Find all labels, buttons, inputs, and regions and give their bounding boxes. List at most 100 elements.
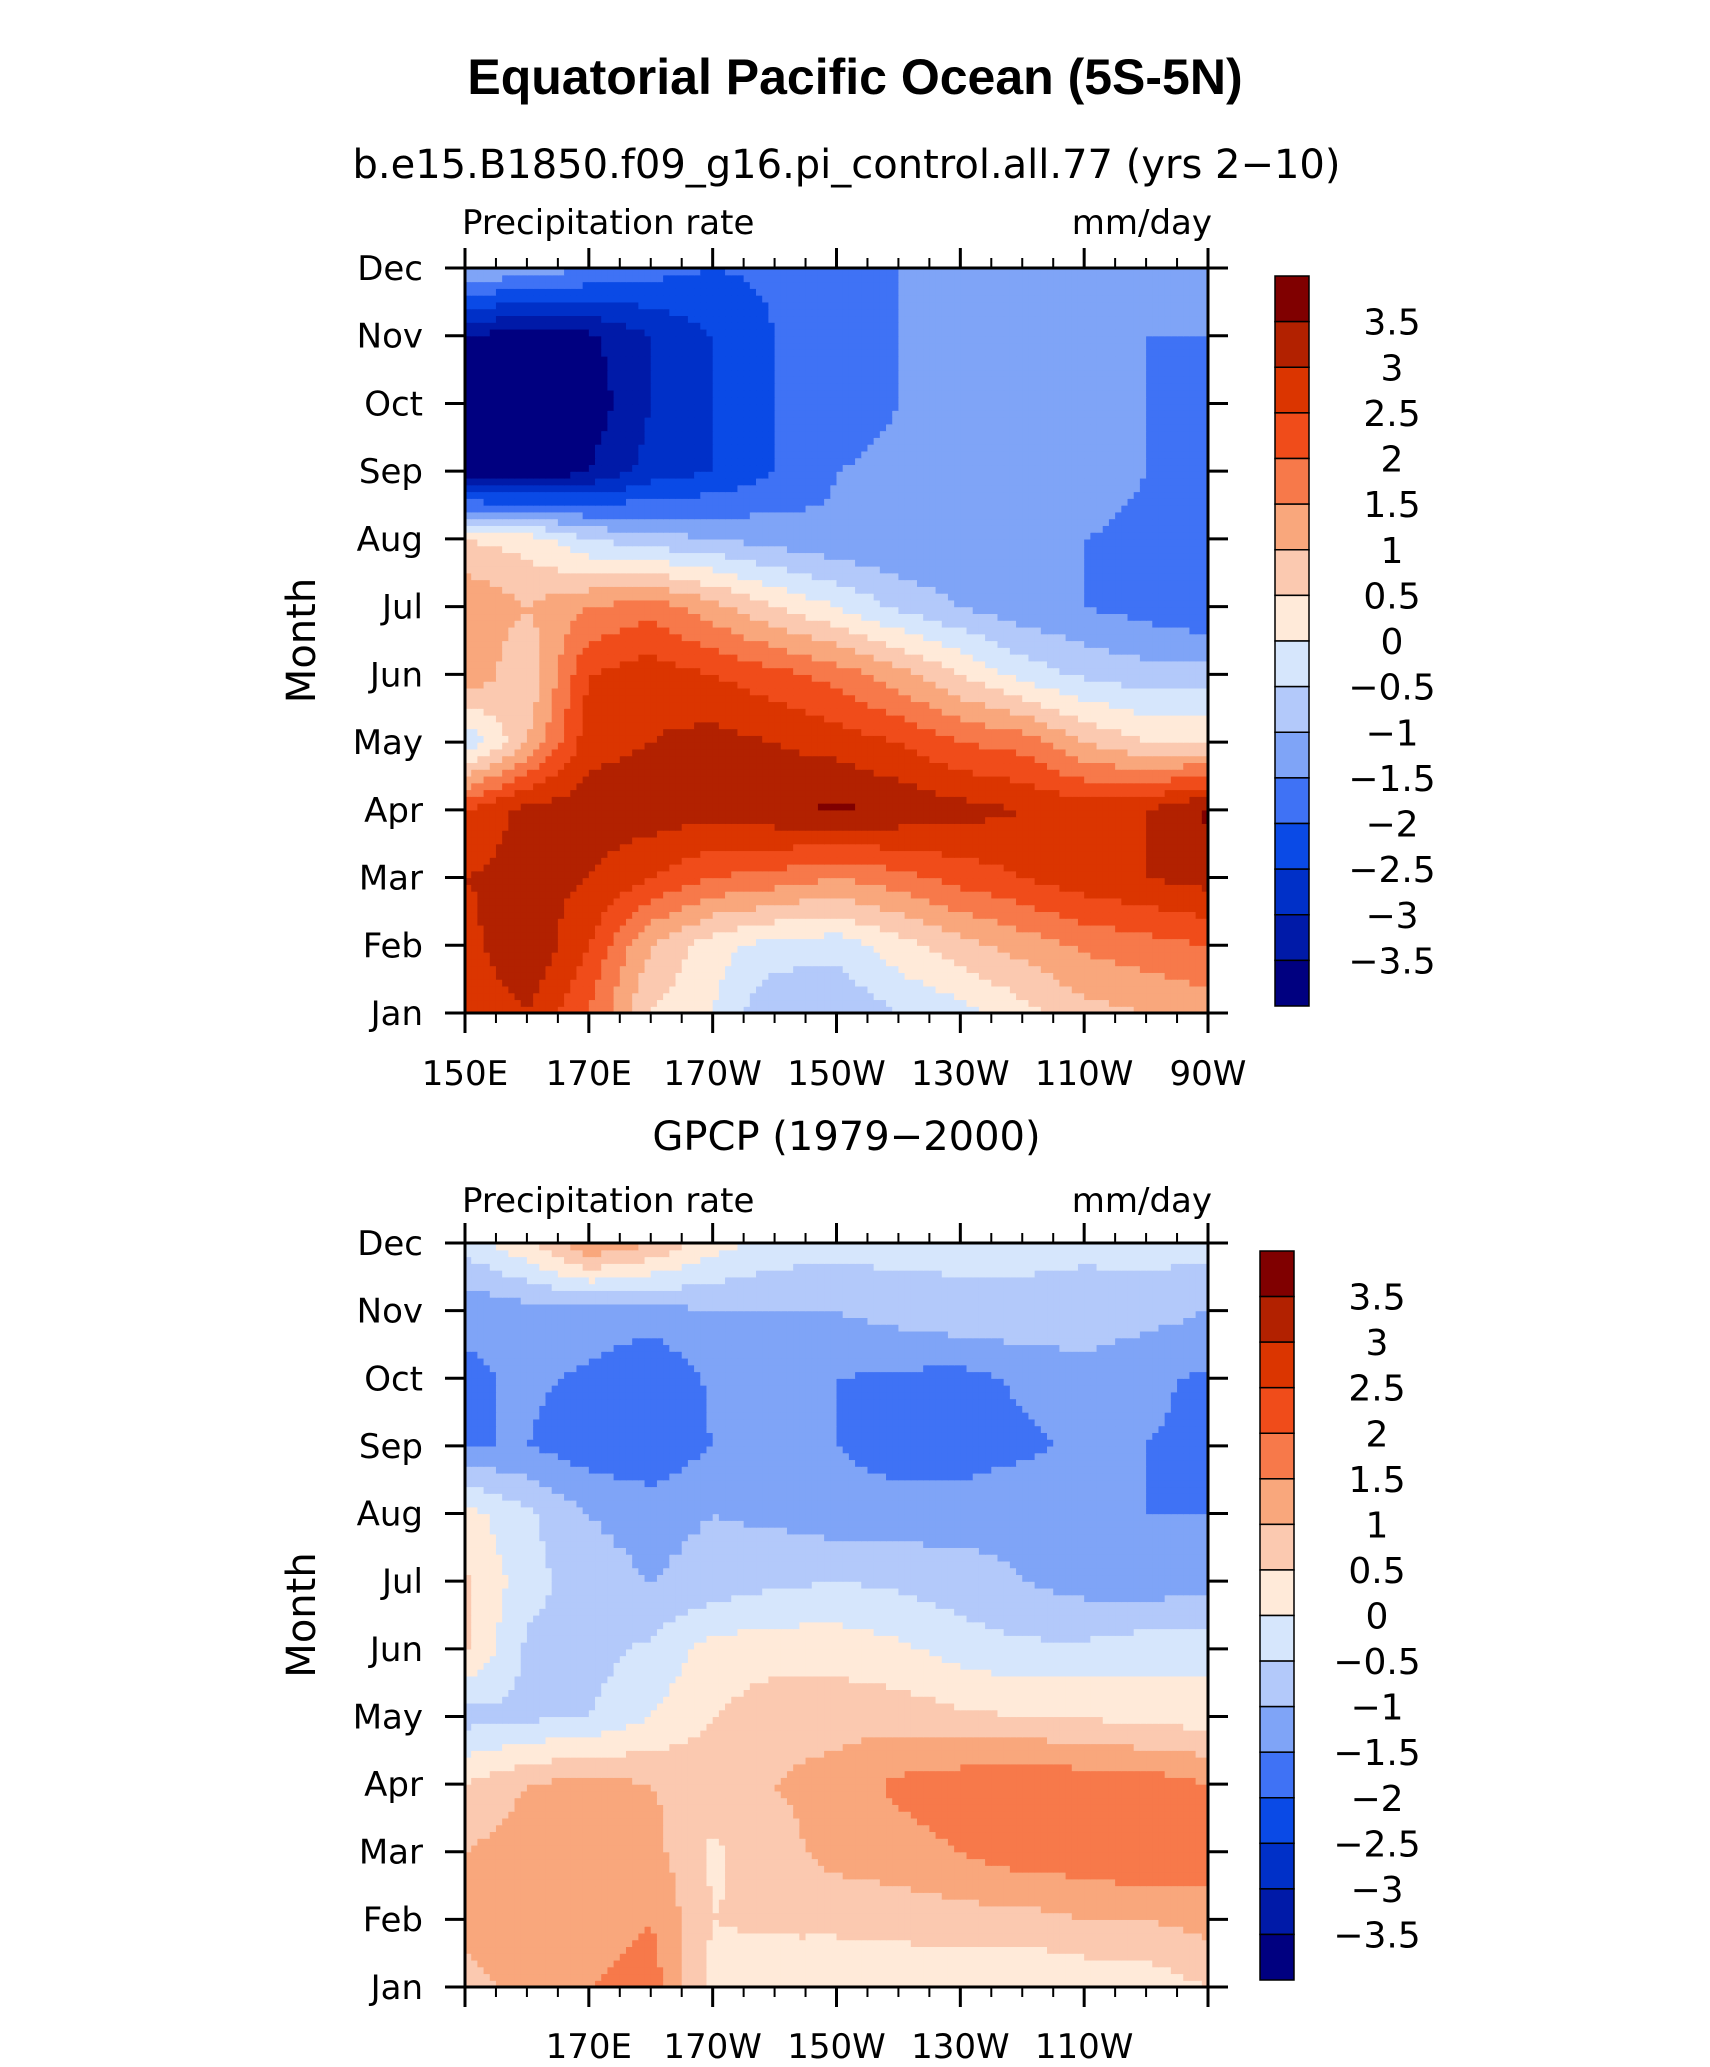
field-cell [1196,884,1203,891]
field-cell [1035,803,1042,810]
field-cell [508,742,515,749]
field-cell [812,810,819,817]
field-cell [799,857,806,864]
field-cell [719,857,726,864]
field-cell [1109,762,1116,769]
field-cell [484,850,491,857]
field-cell [576,972,583,979]
field-cell [1084,871,1091,878]
field-cell [960,959,967,966]
field-cell [1022,749,1029,756]
field-cell [1183,891,1190,898]
field-cell [725,932,732,939]
field-cell [917,932,924,939]
field-cell [911,999,918,1006]
field-cell [1128,844,1135,851]
field-cell [1066,823,1073,830]
field-cell [1097,891,1104,898]
field-cell [1041,837,1048,844]
field-cell [583,945,590,952]
field-cell [1090,918,1097,925]
field-cell [1047,898,1054,905]
field-cell [1171,817,1178,824]
field-cell [762,918,769,925]
field-cell [502,939,509,946]
field-cell [799,844,806,851]
field-cell [874,925,881,932]
field-cell [905,735,912,742]
field-cell [1066,742,1073,749]
field-cell [626,979,633,986]
field-cell [632,898,639,905]
field-cell [793,993,800,1000]
field-cell [923,850,930,857]
field-cell [676,830,683,837]
field-cell [1090,891,1097,898]
field-cell [533,884,540,891]
field-cell [781,742,788,749]
field-cell [880,837,887,844]
field-cell [979,844,986,851]
field-cell [799,742,806,749]
field-cell [1053,959,1060,966]
field-cell [824,972,831,979]
field-cell [1072,898,1079,905]
field-cell [626,817,633,824]
field-cell [1097,959,1104,966]
field-cell [539,864,546,871]
field-cell [545,898,552,905]
field-cell [552,850,559,857]
field-cell [768,959,775,966]
field-cell [923,837,930,844]
field-cell [1072,999,1079,1006]
field-cell [799,803,806,810]
field-cell [1072,796,1079,803]
field-cell [669,945,676,952]
field-cell [849,871,856,878]
field-cell [719,769,726,776]
field-cell [812,918,819,925]
field-cell [1035,959,1042,966]
field-cell [576,864,583,871]
field-cell [954,911,961,918]
field-cell [861,999,868,1006]
field-cell [942,776,949,783]
field-cell [880,857,887,864]
field-cell [731,817,738,824]
field-cell [867,803,874,810]
field-cell [1177,918,1184,925]
field-cell [638,911,645,918]
field-cell [812,857,819,864]
field-cell [737,817,744,824]
field-cell [1066,945,1073,952]
field-cell [1134,891,1141,898]
field-cell [898,749,905,756]
field-cell [997,830,1004,837]
field-cell [762,790,769,797]
field-cell [1084,979,1091,986]
field-cell [1140,803,1147,810]
field-cell [502,925,509,932]
field-cell [1165,844,1172,851]
field-cell [632,999,639,1006]
field-cell [905,993,912,1000]
field-cell [1196,776,1203,783]
field-cell [651,735,658,742]
field-cell [775,796,782,803]
field-cell [663,769,670,776]
field-cell [1028,830,1035,837]
field-cell [725,898,732,905]
field-cell [552,878,559,885]
field-cell [1152,986,1159,993]
field-cell [799,871,806,878]
field-cell [1146,959,1153,966]
field-cell [830,884,837,891]
field-cell [960,857,967,864]
field-cell [1022,939,1029,946]
field-cell [731,932,738,939]
field-cell [768,932,775,939]
field-cell [830,966,837,973]
field-cell [558,735,565,742]
field-cell [737,945,744,952]
field-cell [515,898,522,905]
